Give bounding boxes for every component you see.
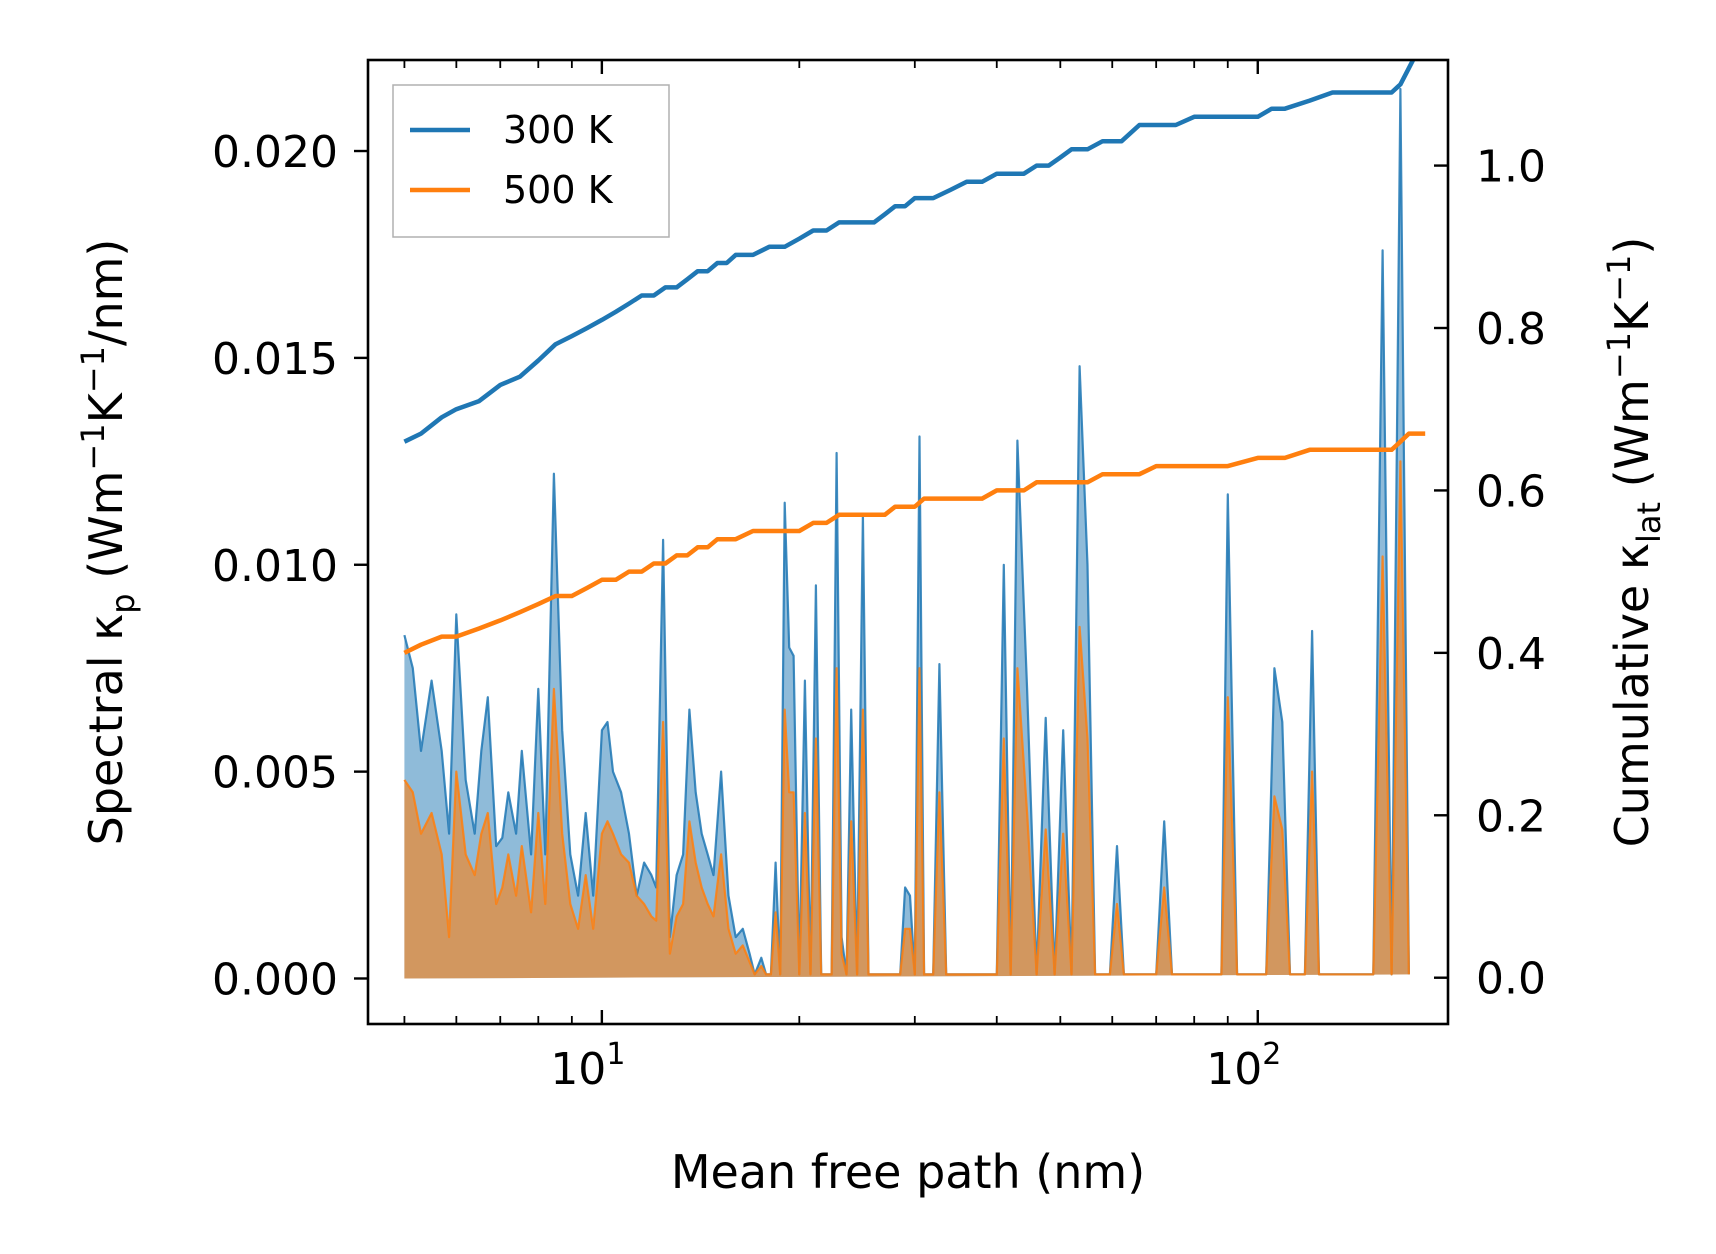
y-tick-label: 0.020 bbox=[212, 127, 338, 178]
spectral-fills bbox=[403, 87, 1410, 979]
y-tick-label: 0.010 bbox=[212, 541, 338, 592]
y2-tick-label: 0.2 bbox=[1476, 791, 1546, 842]
legend-box bbox=[392, 84, 670, 238]
y-tick-label: 0.015 bbox=[212, 334, 338, 385]
legend-label-300k: 300 K bbox=[503, 108, 614, 152]
y2-tick-label: 0.8 bbox=[1476, 304, 1546, 355]
y-tick-label: 0.000 bbox=[212, 954, 338, 1005]
cumulative-line-300k bbox=[403, 60, 1416, 444]
y-axis-label: Spectral κp (Wm−1K−1/nm) bbox=[74, 239, 142, 846]
plot-frame bbox=[366, 58, 1450, 1026]
x-axis-label: Mean free path (nm) bbox=[671, 1145, 1145, 1199]
y2-tick-label: 0.6 bbox=[1476, 466, 1546, 517]
y2-tick-label: 0.0 bbox=[1476, 954, 1546, 1005]
legend: 300 K 500 K bbox=[392, 84, 670, 238]
y2-tick-label: 0.4 bbox=[1476, 629, 1546, 680]
spectral-area-500k bbox=[404, 461, 1409, 979]
y2-tick-label: 1.0 bbox=[1476, 142, 1546, 193]
spectral-line-500k bbox=[403, 460, 1410, 976]
axis-ticks: 101 1020.0000.0050.0100.0150.0200.00.20.4… bbox=[212, 60, 1546, 1095]
y-tick-label: 0.005 bbox=[212, 748, 338, 799]
cumulative-line-500k bbox=[403, 431, 1426, 655]
legend-label-500k: 500 K bbox=[503, 168, 614, 212]
cumulative-lines bbox=[403, 60, 1426, 655]
